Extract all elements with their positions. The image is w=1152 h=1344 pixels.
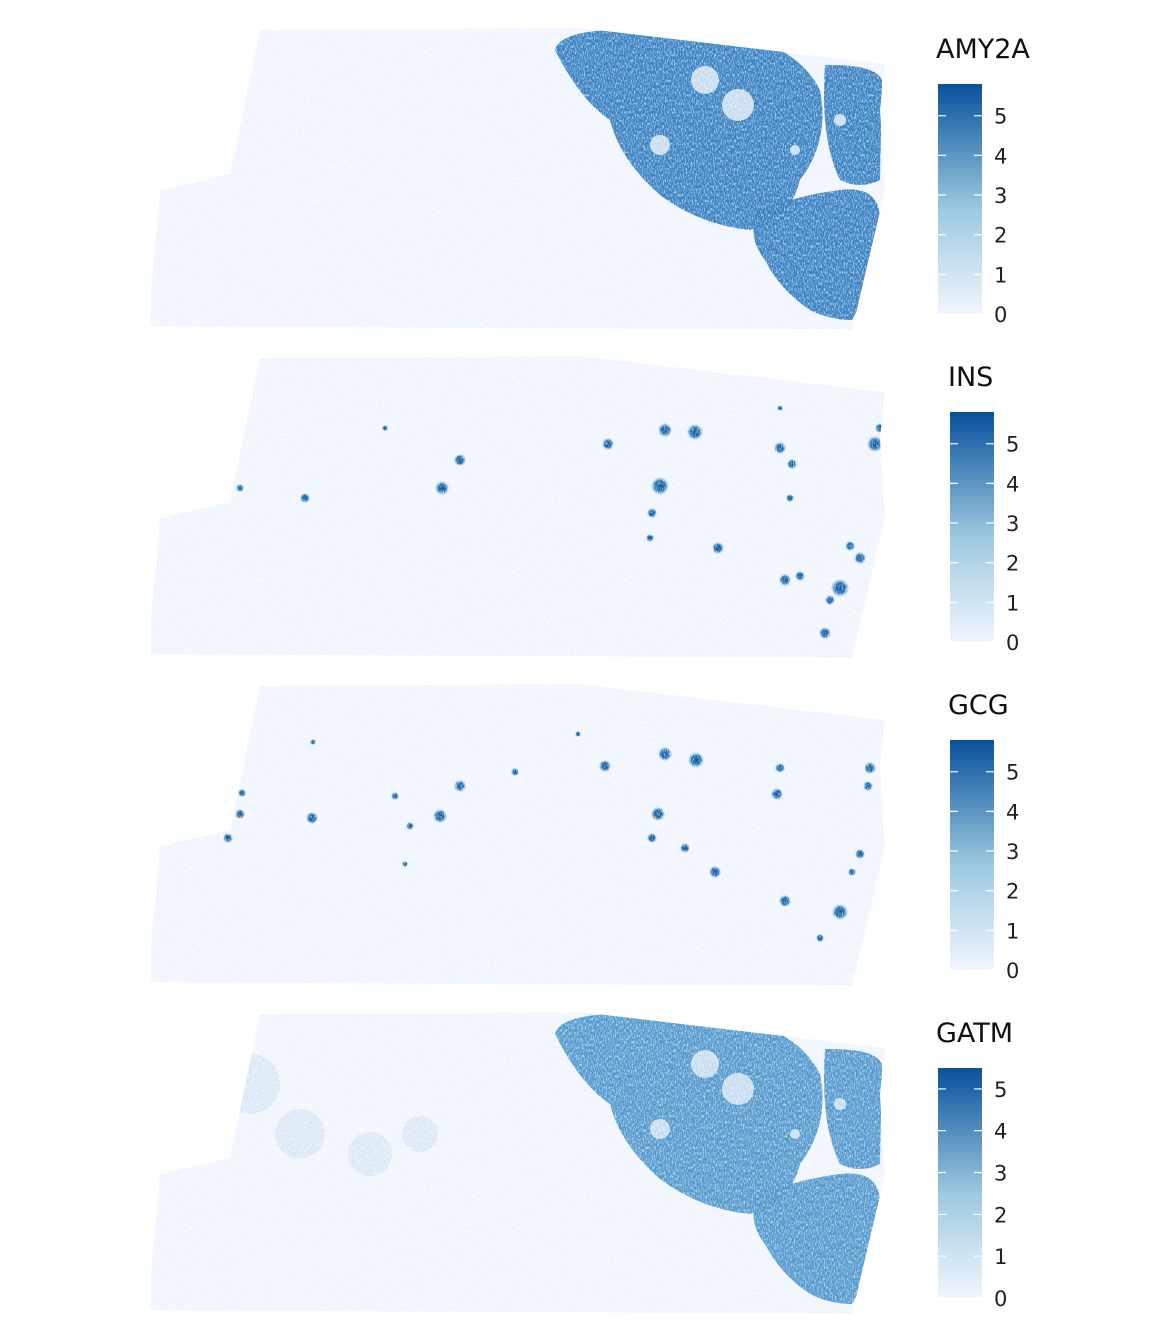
legend-title: GCG bbox=[948, 690, 1009, 721]
colorbar-tick-label: 0 bbox=[1006, 959, 1019, 983]
colorbar-tick-label: 4 bbox=[1006, 800, 1019, 824]
tissue-texture bbox=[150, 1012, 885, 1314]
colorbar-gradient bbox=[950, 740, 994, 970]
colorbar-gradient bbox=[938, 84, 982, 314]
colorbar-tick-label: 3 bbox=[1006, 840, 1019, 864]
colorbar-tick-label: 2 bbox=[994, 1203, 1007, 1227]
spatial-map-gatm bbox=[150, 1012, 885, 1314]
colorbar-tick-label: 2 bbox=[994, 224, 1007, 248]
panel-amy2a: AMY2A 0 1 2 3 4 5 bbox=[0, 20, 1152, 348]
colorbar-tick-label: 4 bbox=[994, 144, 1007, 168]
colorbar-gradient bbox=[938, 1068, 982, 1298]
spatial-map-gcg bbox=[150, 684, 885, 986]
colorbar-gradient bbox=[950, 412, 994, 642]
colorbar-tick-label: 1 bbox=[994, 263, 1007, 287]
colorbar-legend: AMY2A 0 1 2 3 4 5 bbox=[930, 20, 1150, 348]
colorbar-legend: GATM 0 1 2 3 4 5 bbox=[930, 1004, 1150, 1332]
panel-gcg: GCG 0 1 2 3 4 5 bbox=[0, 676, 1152, 1004]
colorbar-tick-label: 3 bbox=[994, 184, 1007, 208]
colorbar: 0 1 2 3 4 5 bbox=[950, 740, 1019, 983]
colorbar-tick-label: 3 bbox=[1006, 512, 1019, 536]
colorbar: 0 1 2 3 4 5 bbox=[950, 412, 1019, 655]
colorbar-tick-label: 2 bbox=[1006, 552, 1019, 576]
tissue-texture bbox=[150, 356, 885, 658]
colorbar-tick-label: 5 bbox=[994, 1078, 1007, 1102]
tissue-texture bbox=[150, 684, 885, 986]
colorbar-legend: GCG 0 1 2 3 4 5 bbox=[930, 676, 1150, 1004]
panel-gatm: GATM 0 1 2 3 4 5 bbox=[0, 1004, 1152, 1332]
panel-ins: INS 0 1 2 3 4 5 bbox=[0, 348, 1152, 676]
colorbar-tick-label: 4 bbox=[1006, 472, 1019, 496]
colorbar: 0 1 2 3 4 5 bbox=[938, 1068, 1007, 1311]
colorbar-tick-label: 4 bbox=[994, 1120, 1007, 1144]
colorbar-tick-label: 5 bbox=[1006, 433, 1019, 457]
colorbar-tick-label: 5 bbox=[1006, 761, 1019, 785]
colorbar-tick-label: 1 bbox=[1006, 591, 1019, 615]
colorbar-tick-label: 1 bbox=[1006, 919, 1019, 943]
colorbar-tick-label: 3 bbox=[994, 1162, 1007, 1186]
colorbar-tick-label: 1 bbox=[994, 1245, 1007, 1269]
spatial-map-amy2a bbox=[150, 28, 885, 330]
legend-title: AMY2A bbox=[936, 34, 1030, 65]
colorbar: 0 1 2 3 4 5 bbox=[938, 84, 1007, 327]
legend-title: GATM bbox=[936, 1018, 1014, 1049]
colorbar-tick-label: 0 bbox=[1006, 631, 1019, 655]
colorbar-tick-label: 5 bbox=[994, 105, 1007, 129]
spatial-map-ins bbox=[150, 356, 885, 658]
colorbar-tick-label: 0 bbox=[994, 1287, 1007, 1311]
colorbar-legend: INS 0 1 2 3 4 5 bbox=[930, 348, 1150, 676]
colorbar-tick-label: 2 bbox=[1006, 880, 1019, 904]
legend-title: INS bbox=[948, 362, 994, 393]
colorbar-tick-label: 0 bbox=[994, 303, 1007, 327]
tissue-texture bbox=[150, 28, 885, 330]
